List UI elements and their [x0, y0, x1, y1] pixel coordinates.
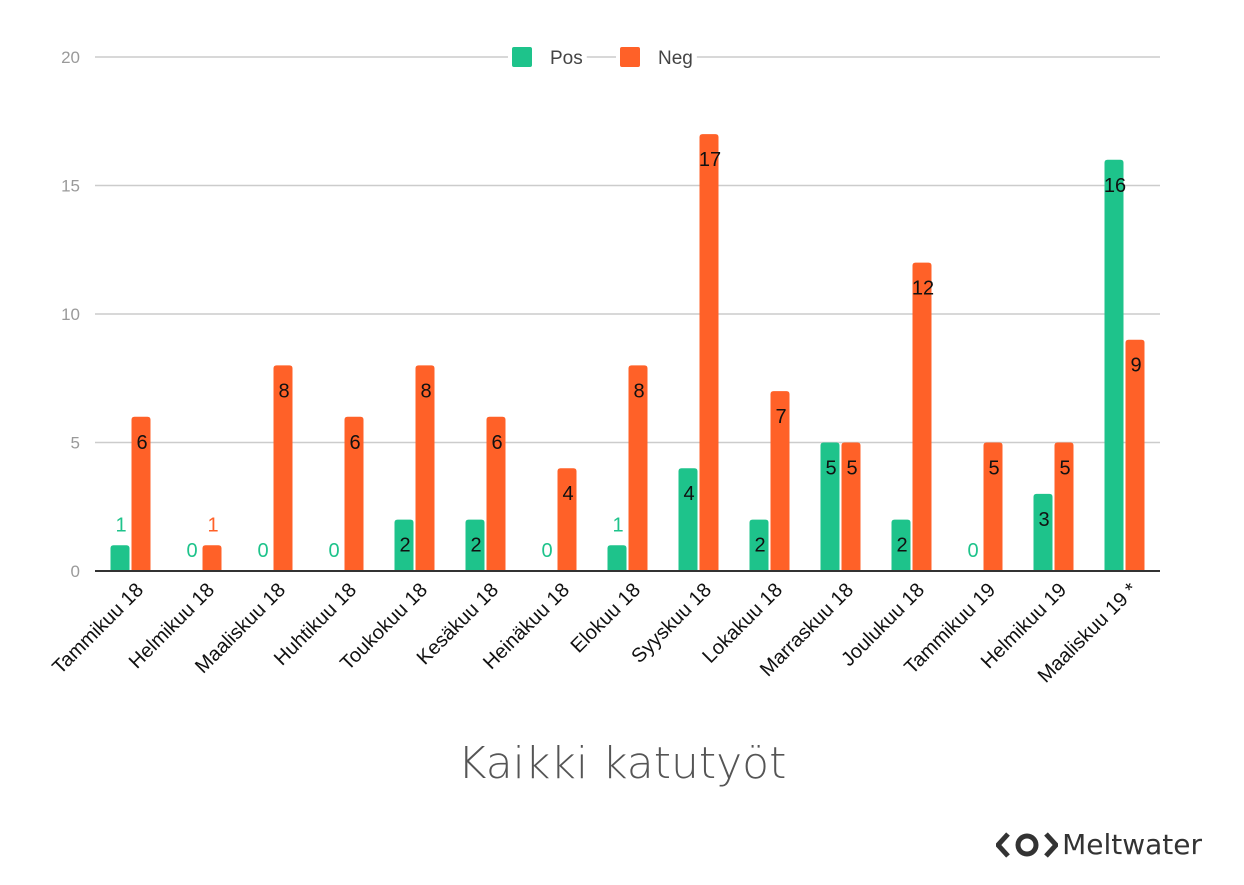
bar-pos [394, 519, 414, 571]
data-label-neg: 5 [1059, 458, 1070, 480]
y-tick-label: 20 [61, 48, 80, 67]
meltwater-logo-icon [996, 831, 1059, 858]
chart-title: Kaikki katutyöt [457, 738, 787, 789]
data-label-neg: 7 [775, 406, 786, 428]
data-label-pos: 0 [967, 540, 978, 562]
data-label-pos: 1 [115, 514, 126, 536]
bar-pos [820, 442, 840, 571]
data-label-pos: 1 [612, 514, 623, 536]
bar-neg [628, 365, 648, 571]
data-label-pos: 3 [1038, 509, 1049, 531]
bar-pos [891, 519, 911, 571]
data-label-pos: 2 [470, 535, 481, 557]
bar-neg [1054, 442, 1074, 571]
bar-neg [983, 442, 1003, 571]
bar-neg [770, 391, 790, 571]
data-label-pos: 0 [257, 540, 268, 562]
data-label-neg: 12 [912, 278, 934, 300]
bar-neg [699, 134, 719, 571]
bar-neg [344, 416, 364, 571]
data-label-neg: 8 [633, 380, 644, 402]
bar-neg [486, 416, 506, 571]
data-label-pos: 4 [683, 483, 694, 505]
bar-pos [678, 468, 698, 571]
bar-pos [110, 545, 130, 571]
data-label-pos: 16 [1104, 175, 1126, 197]
bar-neg [557, 468, 577, 571]
data-label-pos: 0 [541, 540, 552, 562]
legend-swatch-pos [512, 47, 532, 67]
data-label-neg: 9 [1130, 355, 1141, 377]
data-label-neg: 6 [136, 432, 147, 454]
bar-neg [273, 365, 293, 571]
legend-label-pos: Pos [550, 48, 583, 69]
bar-neg [202, 545, 222, 571]
bar-pos [1033, 493, 1053, 571]
data-label-neg: 6 [349, 432, 360, 454]
brand-name: Meltwater [1062, 828, 1202, 861]
data-label-neg: 8 [278, 380, 289, 402]
legend-label-neg: Neg [658, 48, 693, 69]
y-tick-label: 5 [71, 434, 80, 453]
data-label-neg: 1 [207, 514, 218, 536]
bar-neg [912, 262, 932, 571]
data-label-neg: 4 [562, 483, 573, 505]
data-label-pos: 5 [825, 458, 836, 480]
y-tick-label: 10 [61, 305, 80, 324]
legend: Pos Neg [508, 43, 697, 71]
bars [110, 134, 1145, 572]
bar-pos [607, 545, 627, 571]
data-label-pos: 0 [328, 540, 339, 562]
data-label-neg: 8 [420, 380, 431, 402]
data-label-neg: 17 [699, 149, 721, 171]
data-label-pos: 2 [399, 535, 410, 557]
legend-swatch-neg [620, 47, 640, 67]
data-label-neg: 5 [846, 458, 857, 480]
data-label-pos: 2 [754, 535, 765, 557]
bar-neg [841, 442, 861, 571]
brand-logo: Meltwater [996, 828, 1202, 861]
y-tick-label: 15 [61, 177, 80, 196]
data-label-neg: 5 [988, 458, 999, 480]
bar-pos [465, 519, 485, 571]
bar-pos [1104, 159, 1124, 572]
data-label-neg: 6 [491, 432, 502, 454]
data-label-pos: 2 [896, 535, 907, 557]
y-tick-label: 0 [71, 562, 80, 581]
data-label-pos: 0 [186, 540, 197, 562]
bar-neg [415, 365, 435, 571]
bar-pos [749, 519, 769, 571]
bar-neg [1125, 339, 1145, 571]
bar-neg [131, 416, 151, 571]
